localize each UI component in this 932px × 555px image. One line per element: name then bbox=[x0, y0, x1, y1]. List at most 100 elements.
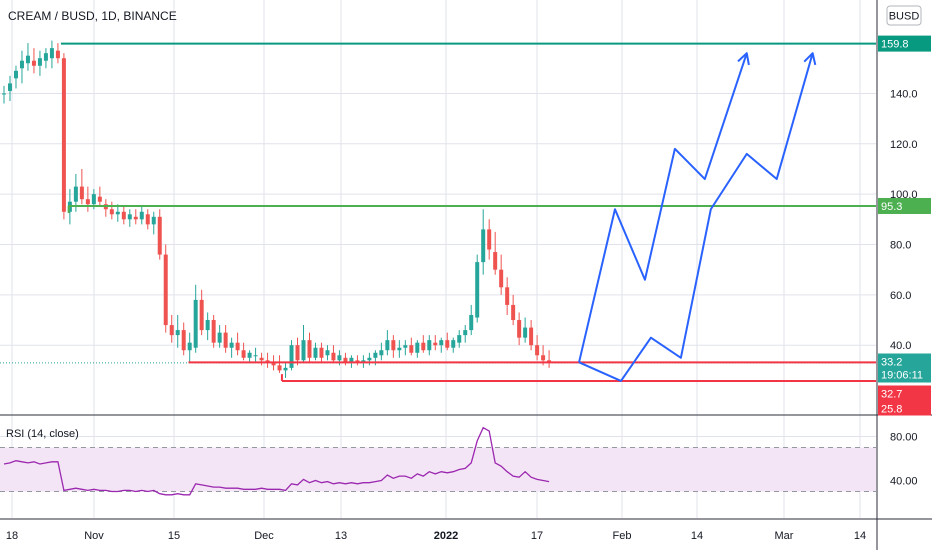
candle-body-8 bbox=[49, 48, 54, 59]
candle-63 bbox=[379, 342, 384, 361]
candle-body-66 bbox=[397, 347, 402, 351]
candle-body-46 bbox=[277, 365, 282, 371]
projection-drawings bbox=[578, 52, 817, 382]
candle-68 bbox=[409, 337, 414, 356]
currency-button[interactable]: BUSD bbox=[886, 5, 922, 26]
candle-body-4 bbox=[25, 55, 30, 64]
price-tag-25-8: 25.8 bbox=[878, 400, 931, 416]
candle-body-23 bbox=[139, 211, 144, 220]
candle-3 bbox=[19, 50, 24, 84]
candle-body-43 bbox=[259, 357, 264, 361]
candle-14 bbox=[85, 186, 90, 212]
candle-body-14 bbox=[85, 199, 90, 205]
candle-body-81 bbox=[487, 229, 492, 250]
price-tag-25-8-text-0: 25.8 bbox=[881, 404, 902, 416]
price-tag-159-8-bg bbox=[878, 35, 931, 52]
candle-body-63 bbox=[379, 350, 384, 356]
projection-arrowhead-1 bbox=[803, 52, 817, 66]
candle-46 bbox=[277, 355, 282, 373]
candle-69 bbox=[415, 340, 420, 358]
candle-body-13 bbox=[79, 186, 84, 200]
time-tick-label-0: 18 bbox=[6, 530, 18, 542]
candle-49 bbox=[295, 337, 300, 366]
candle-body-82 bbox=[493, 252, 498, 270]
candle-78 bbox=[469, 304, 474, 336]
time-axis[interactable]: 18 Nov 15 Dec 13 2022 17 Feb 14 Mar 14 bbox=[6, 530, 866, 542]
candle-2 bbox=[13, 65, 18, 89]
candle-body-7 bbox=[43, 53, 48, 61]
candle-body-27 bbox=[163, 254, 168, 326]
candle-65 bbox=[391, 335, 396, 358]
candle-41 bbox=[247, 350, 252, 363]
candle-82 bbox=[493, 231, 498, 275]
candle-body-90 bbox=[541, 355, 546, 361]
candle-86 bbox=[517, 312, 522, 346]
candle-body-32 bbox=[193, 299, 198, 348]
candle-body-38 bbox=[229, 342, 234, 348]
candle-16 bbox=[97, 186, 102, 207]
candle-body-29 bbox=[175, 330, 180, 336]
candle-9 bbox=[55, 43, 60, 64]
time-tick-label-8: 14 bbox=[691, 530, 703, 542]
candle-36 bbox=[217, 325, 222, 348]
candle-75 bbox=[451, 337, 456, 353]
candle-body-39 bbox=[235, 342, 240, 351]
candle-body-15 bbox=[91, 194, 96, 205]
candle-body-68 bbox=[409, 345, 414, 353]
candle-body-78 bbox=[469, 314, 474, 331]
candle-83 bbox=[499, 254, 504, 295]
price-tag-32-7: 32.7 bbox=[878, 385, 931, 401]
candle-28 bbox=[169, 314, 174, 343]
rsi-band-fill bbox=[0, 447, 876, 492]
candle-body-50 bbox=[301, 340, 306, 361]
candle-body-52 bbox=[313, 347, 318, 358]
candle-body-84 bbox=[505, 287, 510, 305]
candle-body-34 bbox=[205, 320, 210, 331]
candle-18 bbox=[109, 201, 114, 220]
candle-body-25 bbox=[151, 216, 156, 225]
rsi-tick-label-1: 80.00 bbox=[890, 432, 918, 444]
price-tick-label-0: 40.0 bbox=[890, 340, 911, 352]
candle-body-26 bbox=[157, 216, 162, 255]
candle-24 bbox=[145, 209, 150, 230]
candle-body-48 bbox=[289, 345, 294, 368]
candle-body-58 bbox=[349, 357, 354, 363]
candle-10 bbox=[61, 53, 66, 220]
candle-39 bbox=[235, 332, 240, 356]
candle-body-5 bbox=[31, 60, 36, 66]
price-tag-current-text-1: 19:06:11 bbox=[881, 370, 923, 382]
candle-body-65 bbox=[391, 340, 396, 351]
candle-body-20 bbox=[121, 211, 126, 220]
price-tag-current: 33.219:06:11 bbox=[878, 353, 931, 383]
candle-body-9 bbox=[55, 50, 60, 59]
candle-body-30 bbox=[181, 330, 186, 351]
candle-40 bbox=[241, 342, 246, 361]
rsi-title: RSI (14, close) bbox=[6, 428, 79, 440]
price-tick-label-5: 140.0 bbox=[890, 88, 918, 100]
candle-body-80 bbox=[481, 229, 486, 263]
candle-body-53 bbox=[319, 347, 324, 358]
candle-5 bbox=[31, 48, 36, 74]
candle-54 bbox=[325, 345, 330, 361]
candle-32 bbox=[193, 284, 198, 353]
price-tags: 159.8 95.3 33.219:06:11 32.7 25.8 bbox=[878, 35, 931, 416]
price-tag-32-7-text-0: 32.7 bbox=[881, 389, 902, 401]
rsi-tick-label-0: 40.00 bbox=[890, 476, 918, 488]
candle-77 bbox=[463, 325, 468, 343]
candle-67 bbox=[403, 340, 408, 356]
candle-19 bbox=[115, 204, 120, 222]
candle-body-21 bbox=[127, 214, 132, 220]
candle-85 bbox=[511, 294, 516, 326]
candle-73 bbox=[439, 337, 444, 353]
candle-body-79 bbox=[475, 262, 480, 318]
projection-path-0 bbox=[578, 52, 748, 363]
time-tick-label-10: 14 bbox=[854, 530, 866, 542]
candle-body-61 bbox=[367, 357, 372, 361]
candle-48 bbox=[289, 340, 294, 371]
candle-body-67 bbox=[403, 345, 408, 348]
candle-53 bbox=[319, 342, 324, 363]
candle-33 bbox=[199, 289, 204, 336]
time-tick-label-2: 15 bbox=[168, 530, 180, 542]
